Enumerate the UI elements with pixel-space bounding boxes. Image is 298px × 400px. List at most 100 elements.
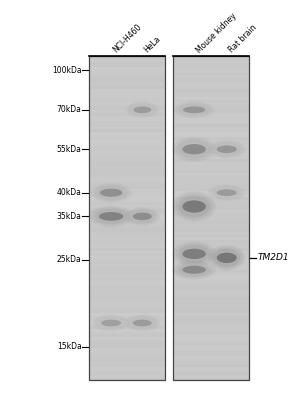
Ellipse shape [183, 106, 205, 113]
Bar [89, 204, 164, 208]
Bar [173, 229, 249, 232]
Bar [89, 72, 164, 75]
Bar [89, 258, 164, 262]
Bar [173, 116, 249, 118]
Bar [173, 56, 249, 59]
Bar [173, 145, 249, 148]
Bar [173, 323, 249, 326]
Bar [89, 272, 164, 275]
Bar [89, 372, 164, 375]
Bar [173, 180, 249, 183]
Bar [173, 132, 249, 135]
Ellipse shape [182, 144, 206, 154]
Bar [89, 250, 164, 254]
Bar [173, 72, 249, 75]
Bar [89, 134, 164, 138]
Bar [89, 59, 164, 62]
Bar [89, 150, 164, 154]
Bar [89, 226, 164, 229]
Bar [89, 329, 164, 332]
Bar [173, 277, 249, 280]
Bar [173, 215, 249, 218]
Bar [89, 323, 164, 326]
Bar [173, 356, 249, 359]
Bar [89, 121, 164, 124]
Bar [89, 350, 164, 353]
Bar [173, 118, 249, 121]
Bar [89, 304, 164, 308]
Bar [89, 229, 164, 232]
Bar [173, 164, 249, 167]
Ellipse shape [208, 140, 246, 158]
Ellipse shape [95, 316, 127, 330]
Text: 35kDa: 35kDa [57, 212, 82, 221]
Bar [89, 153, 164, 156]
Bar [89, 99, 164, 102]
Bar [89, 280, 164, 283]
Ellipse shape [128, 103, 156, 117]
Ellipse shape [172, 137, 216, 162]
Bar [89, 129, 164, 132]
Bar [173, 196, 249, 200]
Bar [173, 167, 249, 170]
Bar [173, 62, 249, 64]
Bar [89, 266, 164, 270]
Bar [173, 94, 249, 97]
Bar [173, 240, 249, 243]
Bar [89, 253, 164, 256]
Bar [89, 137, 164, 140]
Bar [173, 191, 249, 194]
Bar [89, 240, 164, 243]
Bar [173, 75, 249, 78]
Bar [173, 186, 249, 189]
Bar [173, 275, 249, 278]
Bar [173, 353, 249, 356]
Bar [173, 124, 249, 127]
Bar [89, 334, 164, 337]
Bar [173, 91, 249, 94]
Bar [173, 88, 249, 92]
Bar [173, 137, 249, 140]
Bar [173, 294, 249, 297]
Bar [89, 294, 164, 297]
Bar [173, 334, 249, 337]
Bar [89, 102, 164, 105]
Bar [173, 175, 249, 178]
Bar [89, 199, 164, 202]
Ellipse shape [183, 248, 205, 260]
Text: Mouse kidney: Mouse kidney [194, 11, 238, 54]
Bar [173, 210, 249, 213]
Bar [89, 210, 164, 213]
Bar [173, 78, 249, 81]
Bar [89, 64, 164, 67]
Bar [173, 107, 249, 110]
Ellipse shape [133, 320, 152, 326]
Bar [89, 156, 164, 159]
Ellipse shape [130, 317, 155, 329]
Ellipse shape [208, 245, 246, 270]
Bar [89, 62, 164, 64]
Bar [89, 167, 164, 170]
Text: NCI-H460: NCI-H460 [111, 22, 143, 54]
Bar [173, 291, 249, 294]
Ellipse shape [90, 183, 132, 203]
Bar [89, 331, 164, 334]
Text: 15kDa: 15kDa [57, 342, 82, 351]
Bar [89, 80, 164, 84]
Bar [173, 331, 249, 334]
Ellipse shape [99, 212, 123, 221]
Bar [173, 150, 249, 154]
Bar [89, 310, 164, 313]
Bar [89, 286, 164, 288]
Bar [173, 202, 249, 205]
Ellipse shape [211, 247, 243, 269]
Text: 40kDa: 40kDa [57, 188, 82, 197]
Bar [89, 194, 164, 197]
Ellipse shape [127, 208, 157, 224]
Ellipse shape [131, 104, 154, 116]
Bar [89, 237, 164, 240]
Bar [89, 291, 164, 294]
Bar [89, 142, 164, 146]
Text: TM2D1: TM2D1 [258, 253, 289, 262]
Bar [89, 302, 164, 305]
